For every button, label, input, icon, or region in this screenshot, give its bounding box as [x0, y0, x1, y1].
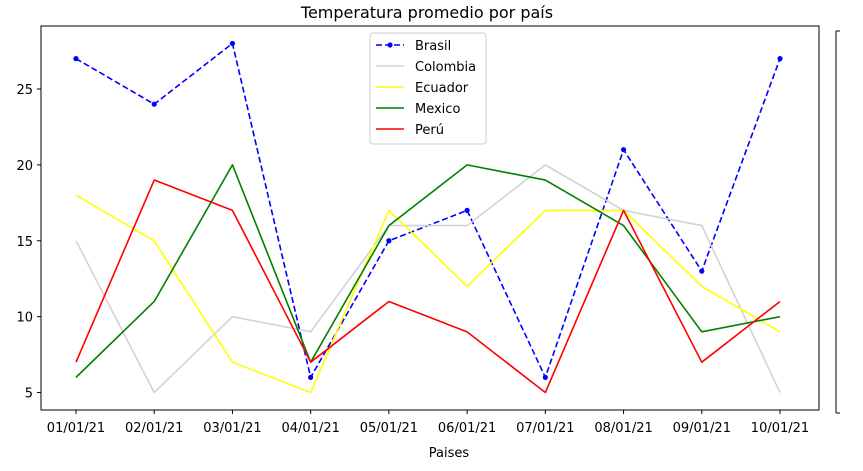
- y-tick-label: 25: [16, 83, 33, 98]
- x-axis-label: Paises: [429, 446, 470, 461]
- plot-area: [73, 40, 783, 394]
- x-axis: 01/01/21 02/01/21 03/01/21 04/01/21 05/01/21…: [47, 410, 809, 436]
- legend-label: Ecuador: [415, 81, 469, 96]
- x-tick-label: 08/01/21: [594, 421, 652, 436]
- legend-box: [369, 32, 487, 145]
- data-point: [542, 374, 548, 380]
- chart-title: Temperatura promedio por país: [300, 3, 553, 22]
- data-point: [386, 238, 392, 244]
- x-tick-label: 01/01/21: [47, 421, 105, 436]
- legend-label: Perú: [415, 123, 444, 138]
- series-line-ecuador: [75, 194, 781, 394]
- x-tick-label: 04/01/21: [281, 421, 339, 436]
- legend-label: Brasil: [415, 39, 451, 54]
- series-line-mexico: [75, 164, 781, 378]
- y-tick-label: 20: [16, 159, 33, 174]
- data-point: [699, 268, 705, 274]
- legend-label: Colombia: [415, 60, 476, 75]
- data-point: [620, 147, 627, 153]
- secondary-axis-line: [835, 30, 840, 414]
- legend-label: Mexico: [415, 102, 460, 117]
- y-axis: 5 10 15 20 25: [16, 83, 41, 402]
- series-line-per-: [75, 179, 781, 394]
- y-tick-label: 15: [16, 235, 33, 250]
- legend-marker: [387, 42, 393, 48]
- x-tick-label: 03/01/21: [203, 421, 261, 436]
- data-point: [151, 101, 157, 107]
- plot-frame: [40, 25, 820, 411]
- legend: Brasil Colombia Ecuador Mexico Perú: [369, 32, 487, 145]
- x-tick-label: 10/01/21: [751, 421, 809, 436]
- y-tick-label: 5: [25, 387, 33, 402]
- x-tick-label: 09/01/21: [673, 421, 731, 436]
- x-tick-label: 07/01/21: [516, 421, 574, 436]
- data-point: [229, 40, 236, 47]
- data-point: [308, 374, 314, 380]
- x-tick-label: 05/01/21: [360, 421, 418, 436]
- data-point: [777, 56, 783, 62]
- data-point: [464, 207, 470, 214]
- data-point: [73, 56, 79, 62]
- x-tick-label: 02/01/21: [125, 421, 183, 436]
- y-tick-label: 10: [16, 311, 33, 326]
- x-tick-label: 06/01/21: [438, 421, 496, 436]
- series-line-colombia: [75, 164, 781, 394]
